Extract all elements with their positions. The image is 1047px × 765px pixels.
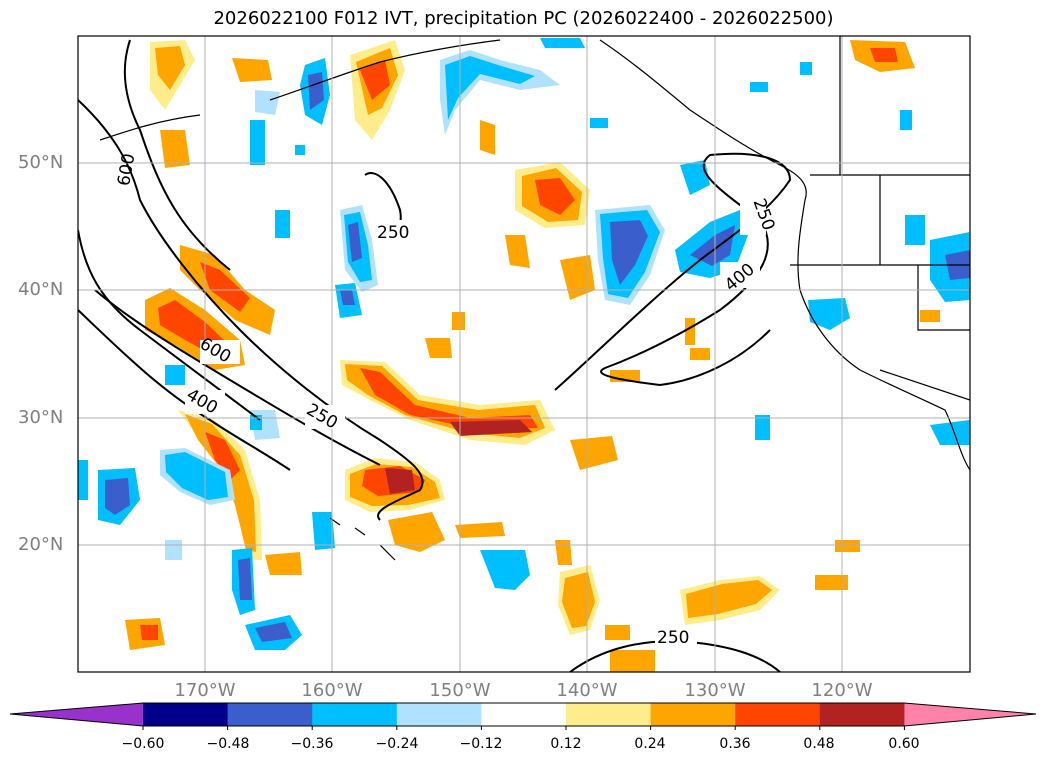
contour-label-250-a: 250 <box>377 223 409 243</box>
colorbar-label-0: −0.60 <box>121 736 165 752</box>
colorbar-label-3: −0.24 <box>375 736 419 752</box>
colorbar-label-2: −0.36 <box>290 736 334 752</box>
contour-label-250-d: 250 <box>657 628 689 648</box>
map-frame <box>77 35 971 673</box>
colorbar-segment-9 <box>819 703 905 726</box>
colorbar-segment-6 <box>566 703 652 726</box>
lon-label-160w: 160°W <box>301 680 363 701</box>
map-title: 2026022100 F012 IVT, precipitation PC (2… <box>213 8 834 29</box>
lon-label-170w: 170°W <box>174 680 236 701</box>
lat-label-30n: 30°N <box>18 407 64 428</box>
lat-label-40n: 40°N <box>18 279 64 300</box>
colorbar-segment-5 <box>481 703 567 726</box>
colorbar-segment-4 <box>396 703 482 726</box>
colorbar-segment-3 <box>312 703 398 726</box>
lat-label-20n: 20°N <box>18 534 64 555</box>
colorbar-extend-low <box>10 703 143 726</box>
graticule <box>78 36 970 672</box>
lon-label-140w: 140°W <box>556 680 618 701</box>
precip-negative-anomalies <box>78 38 970 650</box>
lon-label-130w: 130°W <box>684 680 746 701</box>
colorbar-label-6: 0.24 <box>634 736 666 752</box>
colorbar-label-7: 0.36 <box>719 736 751 752</box>
colorbar-segment-2 <box>227 703 313 726</box>
colorbar-segment-8 <box>735 703 821 726</box>
colorbar-segment-1 <box>143 703 229 726</box>
lon-label-150w: 150°W <box>429 680 491 701</box>
colorbar-extend-high <box>904 703 1036 726</box>
colorbar-segment-7 <box>650 703 736 726</box>
colorbar-label-5: 0.12 <box>550 736 582 752</box>
colorbar-label-9: 0.60 <box>888 736 920 752</box>
colorbar-label-4: −0.12 <box>459 736 503 752</box>
colorbar-label-1: −0.48 <box>206 736 250 752</box>
colorbar-label-8: 0.48 <box>803 736 835 752</box>
lon-label-120w: 120°W <box>811 680 873 701</box>
lat-label-50n: 50°N <box>18 152 64 173</box>
